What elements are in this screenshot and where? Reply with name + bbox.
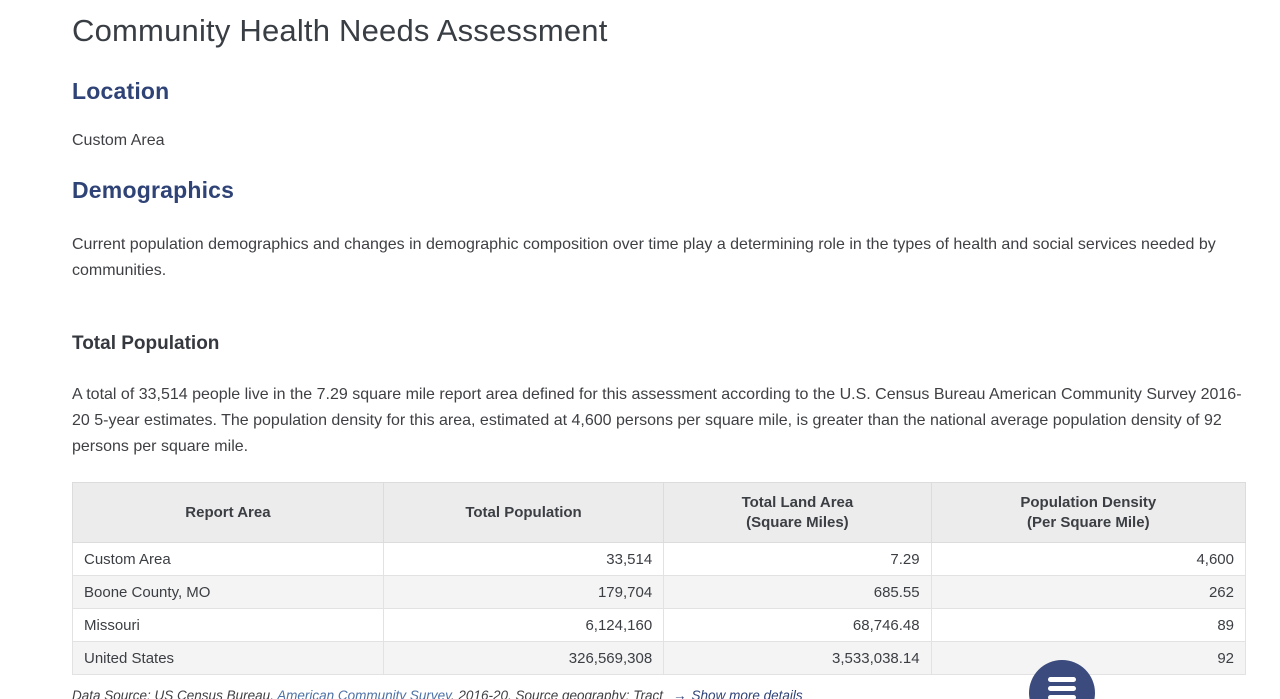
density-cell: 89 — [930, 608, 1247, 642]
table-row: Missouri 6,124,160 68,746.48 89 — [72, 608, 1247, 642]
total-population-cell: 326,569,308 — [382, 641, 665, 675]
location-heading: Location — [72, 78, 170, 104]
page-title: Community Health Needs Assessment — [72, 13, 608, 48]
land-area-cell: 685.55 — [663, 575, 932, 609]
data-source-note: Data Source: US Census Bureau, American … — [72, 688, 1246, 699]
table-row: Custom Area 33,514 7.29 4,600 — [72, 542, 1247, 576]
location-value: Custom Area — [72, 132, 165, 149]
report-area-cell: Missouri — [72, 608, 384, 642]
demographics-heading: Demographics — [72, 177, 235, 203]
source-prefix: Data Source: US Census Bureau, — [72, 688, 278, 699]
total-population-cell: 179,704 — [382, 575, 665, 609]
report-area-cell: Boone County, MO — [72, 575, 384, 609]
land-area-cell: 68,746.48 — [663, 608, 932, 642]
report-area-cell: Custom Area — [72, 542, 384, 576]
american-community-survey-link[interactable]: American Community Survey — [277, 688, 451, 699]
total-population-cell: 33,514 — [382, 542, 665, 576]
total-population-heading: Total Population — [72, 333, 220, 354]
table-row: Boone County, MO 179,704 685.55 262 — [72, 575, 1247, 609]
source-middle: . 2016-20. Source geography: Tract — [450, 688, 664, 699]
column-header-total-population: Total Population — [382, 482, 665, 543]
column-header-report-area: Report Area — [72, 482, 384, 543]
demographics-intro: Current population demographics and chan… — [72, 236, 1216, 279]
table-header-row: Report Area Total Population Total Land … — [72, 482, 1247, 543]
density-cell: 4,600 — [930, 542, 1247, 576]
land-area-cell: 3,533,038.14 — [663, 641, 932, 675]
total-population-cell: 6,124,160 — [382, 608, 665, 642]
total-population-summary: A total of 33,514 people live in the 7.2… — [72, 386, 1242, 455]
table-row: United States 326,569,308 3,533,038.14 9… — [72, 641, 1247, 675]
column-header-population-density: Population Density (Per Square Mile) — [930, 482, 1247, 543]
land-area-cell: 7.29 — [663, 542, 932, 576]
report-page: Community Health Needs Assessment Locati… — [72, 13, 1247, 699]
density-cell: 92 — [930, 641, 1247, 675]
population-table: Report Area Total Population Total Land … — [72, 482, 1247, 675]
density-cell: 262 — [930, 575, 1247, 609]
show-more-details-link[interactable]: Show more details — [691, 688, 803, 699]
report-area-cell: United States — [72, 641, 384, 675]
right-arrow-icon: → — [673, 688, 687, 699]
column-header-total-land-area: Total Land Area (Square Miles) — [663, 482, 932, 543]
